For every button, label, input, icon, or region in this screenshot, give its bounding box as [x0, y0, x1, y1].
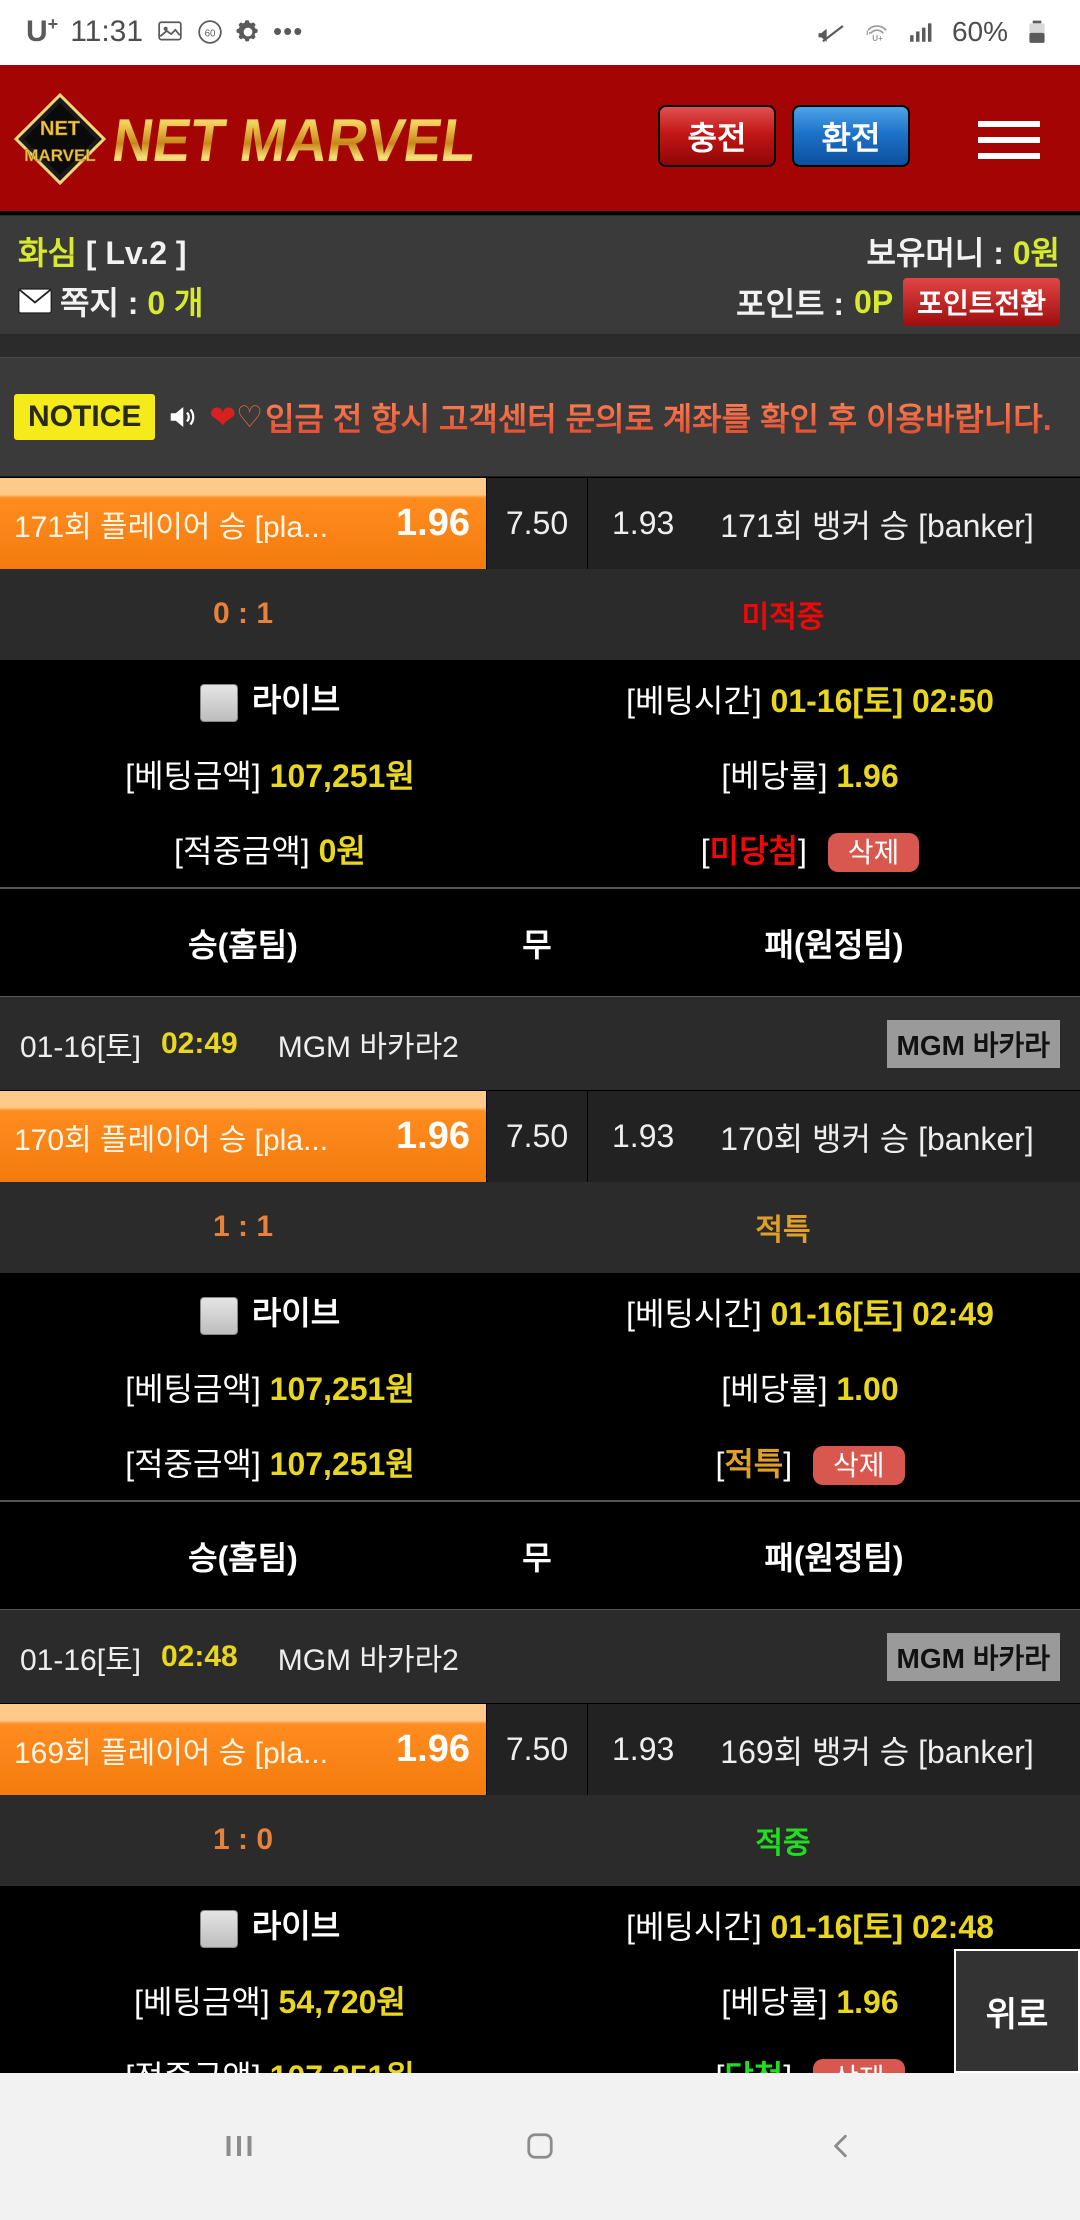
svg-text:NET: NET [40, 118, 80, 140]
svg-text:60: 60 [205, 28, 216, 39]
svg-text:MARVEL: MARVEL [24, 146, 95, 165]
svg-text:U+: U+ [872, 34, 883, 43]
